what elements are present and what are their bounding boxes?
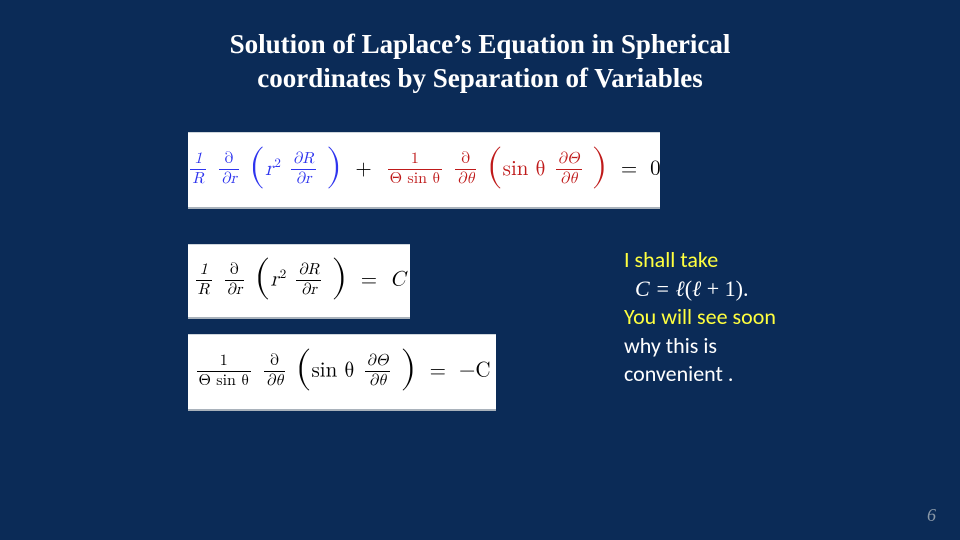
eq3-1ovTs-den: Θ sin θ: [197, 372, 252, 391]
eq2-C: C: [390, 270, 405, 291]
eq3-sin: sin θ: [312, 361, 355, 382]
eq3-eq: =: [430, 361, 446, 382]
eq2-1overR-num: 1: [196, 262, 212, 281]
equation-2: 1R ∂∂r (r2 ∂R∂r ) = C: [188, 244, 410, 319]
eq3-ddth-den: ∂θ: [264, 372, 285, 391]
eq1-1ovTs-num: 1: [388, 151, 443, 170]
eq1-ddth-den: ∂θ: [455, 170, 476, 189]
equation-3: 1Θ sin θ ∂∂θ (sin θ ∂Θ∂θ ) = −C: [188, 334, 496, 411]
note-ell2: ℓ: [692, 276, 701, 301]
note-line1: I shall take: [624, 246, 718, 273]
note-line3: You will see soon: [624, 303, 776, 330]
note-line5: convenient .: [624, 360, 733, 387]
eq3-ddth-num: ∂: [264, 353, 285, 372]
eq1-dThdth-num: ∂Θ: [556, 151, 582, 170]
eq1-zero: 0: [650, 159, 661, 180]
eq2-dRdr-den: ∂r: [296, 281, 321, 300]
eq2-eq: =: [361, 270, 377, 291]
eq3-dThdth-den: ∂θ: [365, 372, 391, 391]
eq1-ddr-num: ∂: [219, 151, 239, 170]
eq3-1ovTs-num: 1: [197, 353, 252, 372]
eq2-ddr-den: ∂r: [225, 281, 245, 300]
title-line-1: Solution of Laplace’s Equation in Spheri…: [230, 29, 731, 59]
note-open: (: [685, 276, 692, 301]
note-plus1: + 1): [701, 276, 743, 301]
eq1-ddth-num: ∂: [455, 151, 476, 170]
eq2-ddr-num: ∂: [225, 262, 245, 281]
eq1-1overR-den: R: [190, 170, 206, 189]
slide: Solution of Laplace’s Equation in Spheri…: [0, 0, 960, 540]
eq1-ddr-den: ∂r: [219, 170, 239, 189]
note-line4: why this is: [624, 332, 717, 359]
slide-title: Solution of Laplace’s Equation in Spheri…: [0, 28, 960, 96]
eq1-r: r: [265, 159, 273, 180]
eq2-r: r: [271, 270, 279, 291]
eq1-dRdr-den: ∂r: [291, 170, 316, 189]
eq3-mC: −C: [459, 361, 491, 382]
eq1-dRdr-num: ∂R: [291, 151, 316, 170]
eq1-1ovTs-den: Θ sin θ: [388, 170, 443, 189]
eq1-plus: +: [355, 159, 371, 180]
eq2-1overR-den: R: [196, 281, 212, 300]
page-number: 6: [927, 505, 936, 526]
eq3-dThdth-num: ∂Θ: [365, 353, 391, 372]
note-dot: .: [743, 276, 749, 301]
equation-1: 1R ∂∂r (r2 ∂R∂r ) + 1Θ sin θ ∂∂θ (sin θ …: [188, 132, 660, 209]
title-line-2: coordinates by Separation of Variables: [257, 63, 703, 93]
eq2-dRdr-num: ∂R: [296, 262, 321, 281]
eq1-sin: sin θ: [503, 159, 546, 180]
eq1-eq: =: [621, 159, 637, 180]
eq1-1overR-num: 1: [190, 151, 206, 170]
note-ell1: ℓ: [676, 276, 685, 301]
right-note: I shall take C = ℓ(ℓ + 1). You will see …: [624, 246, 864, 389]
note-c-prefix: C =: [635, 276, 676, 301]
eq1-dThdth-den: ∂θ: [556, 170, 582, 189]
